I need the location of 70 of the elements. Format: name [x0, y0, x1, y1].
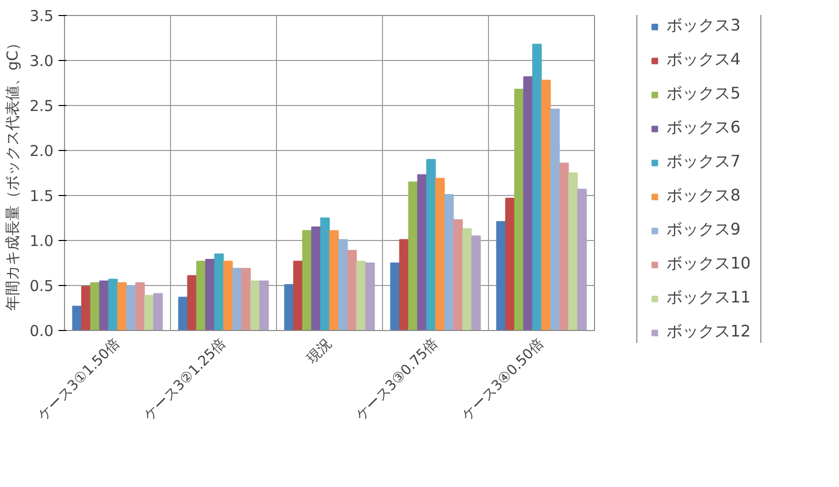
bar: [241, 268, 251, 330]
bar: [496, 221, 506, 330]
bar: [81, 286, 91, 330]
bar: [444, 194, 454, 330]
y-tick-label: 0.5: [30, 277, 54, 295]
bar: [329, 230, 339, 330]
x-tick-label: 現況: [304, 336, 336, 367]
bar: [453, 219, 463, 330]
bar: [117, 282, 127, 330]
legend-label: ボックス11: [666, 288, 751, 308]
bar: [523, 76, 533, 330]
bar: [417, 174, 427, 330]
legend-label: ボックス5: [666, 84, 741, 104]
bar: [356, 260, 366, 330]
bar: [532, 44, 542, 330]
bar: [462, 228, 472, 330]
bar: [126, 285, 136, 330]
bar: [284, 284, 294, 330]
bar: [90, 282, 100, 330]
bar: [399, 239, 409, 330]
bar: [365, 262, 375, 330]
bar: [390, 262, 400, 330]
y-tick-label: 2.0: [30, 142, 54, 160]
bar: [347, 250, 357, 330]
bar: [505, 198, 515, 330]
bar: [153, 293, 163, 330]
bar: [514, 88, 524, 330]
bar: [205, 258, 215, 330]
bar: [72, 306, 82, 330]
bar: [471, 236, 481, 330]
y-tick-label: 0.0: [30, 322, 54, 340]
y-tick-label: 1.5: [30, 187, 54, 205]
y-axis-title: 年間カキ成長量（ボックス代表値、gC）: [4, 36, 22, 310]
bar: [250, 280, 260, 330]
bar: [435, 178, 445, 330]
legend-label: ボックス4: [666, 50, 741, 70]
legend-label: ボックス8: [666, 186, 741, 206]
bar: [559, 162, 569, 330]
bar: [426, 159, 436, 330]
bar: [408, 182, 418, 330]
y-tick-label: 2.5: [30, 97, 54, 115]
bar: [338, 239, 348, 330]
bar: [214, 254, 224, 330]
bar: [144, 294, 154, 330]
bar: [187, 275, 197, 330]
y-tick-label: 1.0: [30, 232, 54, 250]
legend-label: ボックス10: [666, 254, 751, 274]
legend-label: ボックス7: [666, 152, 741, 172]
bar: [99, 280, 109, 330]
bar: [302, 230, 312, 330]
bar: [178, 296, 188, 330]
bar: [108, 278, 118, 330]
bar: [223, 260, 233, 330]
legend-label: ボックス12: [666, 322, 751, 342]
legend-label: ボックス9: [666, 220, 741, 240]
bar: [196, 260, 206, 330]
bar: [550, 108, 560, 330]
bar: [577, 188, 587, 330]
bar: [135, 282, 145, 330]
legend-label: ボックス3: [666, 16, 741, 36]
bar: [293, 260, 303, 330]
bar: [541, 80, 551, 330]
bar: [311, 226, 321, 330]
bar: [320, 218, 330, 330]
bar: [568, 172, 578, 330]
y-tick-label: 3.5: [30, 7, 54, 25]
legend-label: ボックス6: [666, 118, 741, 138]
bar: [259, 280, 269, 330]
y-tick-label: 3.0: [30, 52, 54, 70]
bar: [232, 268, 242, 330]
